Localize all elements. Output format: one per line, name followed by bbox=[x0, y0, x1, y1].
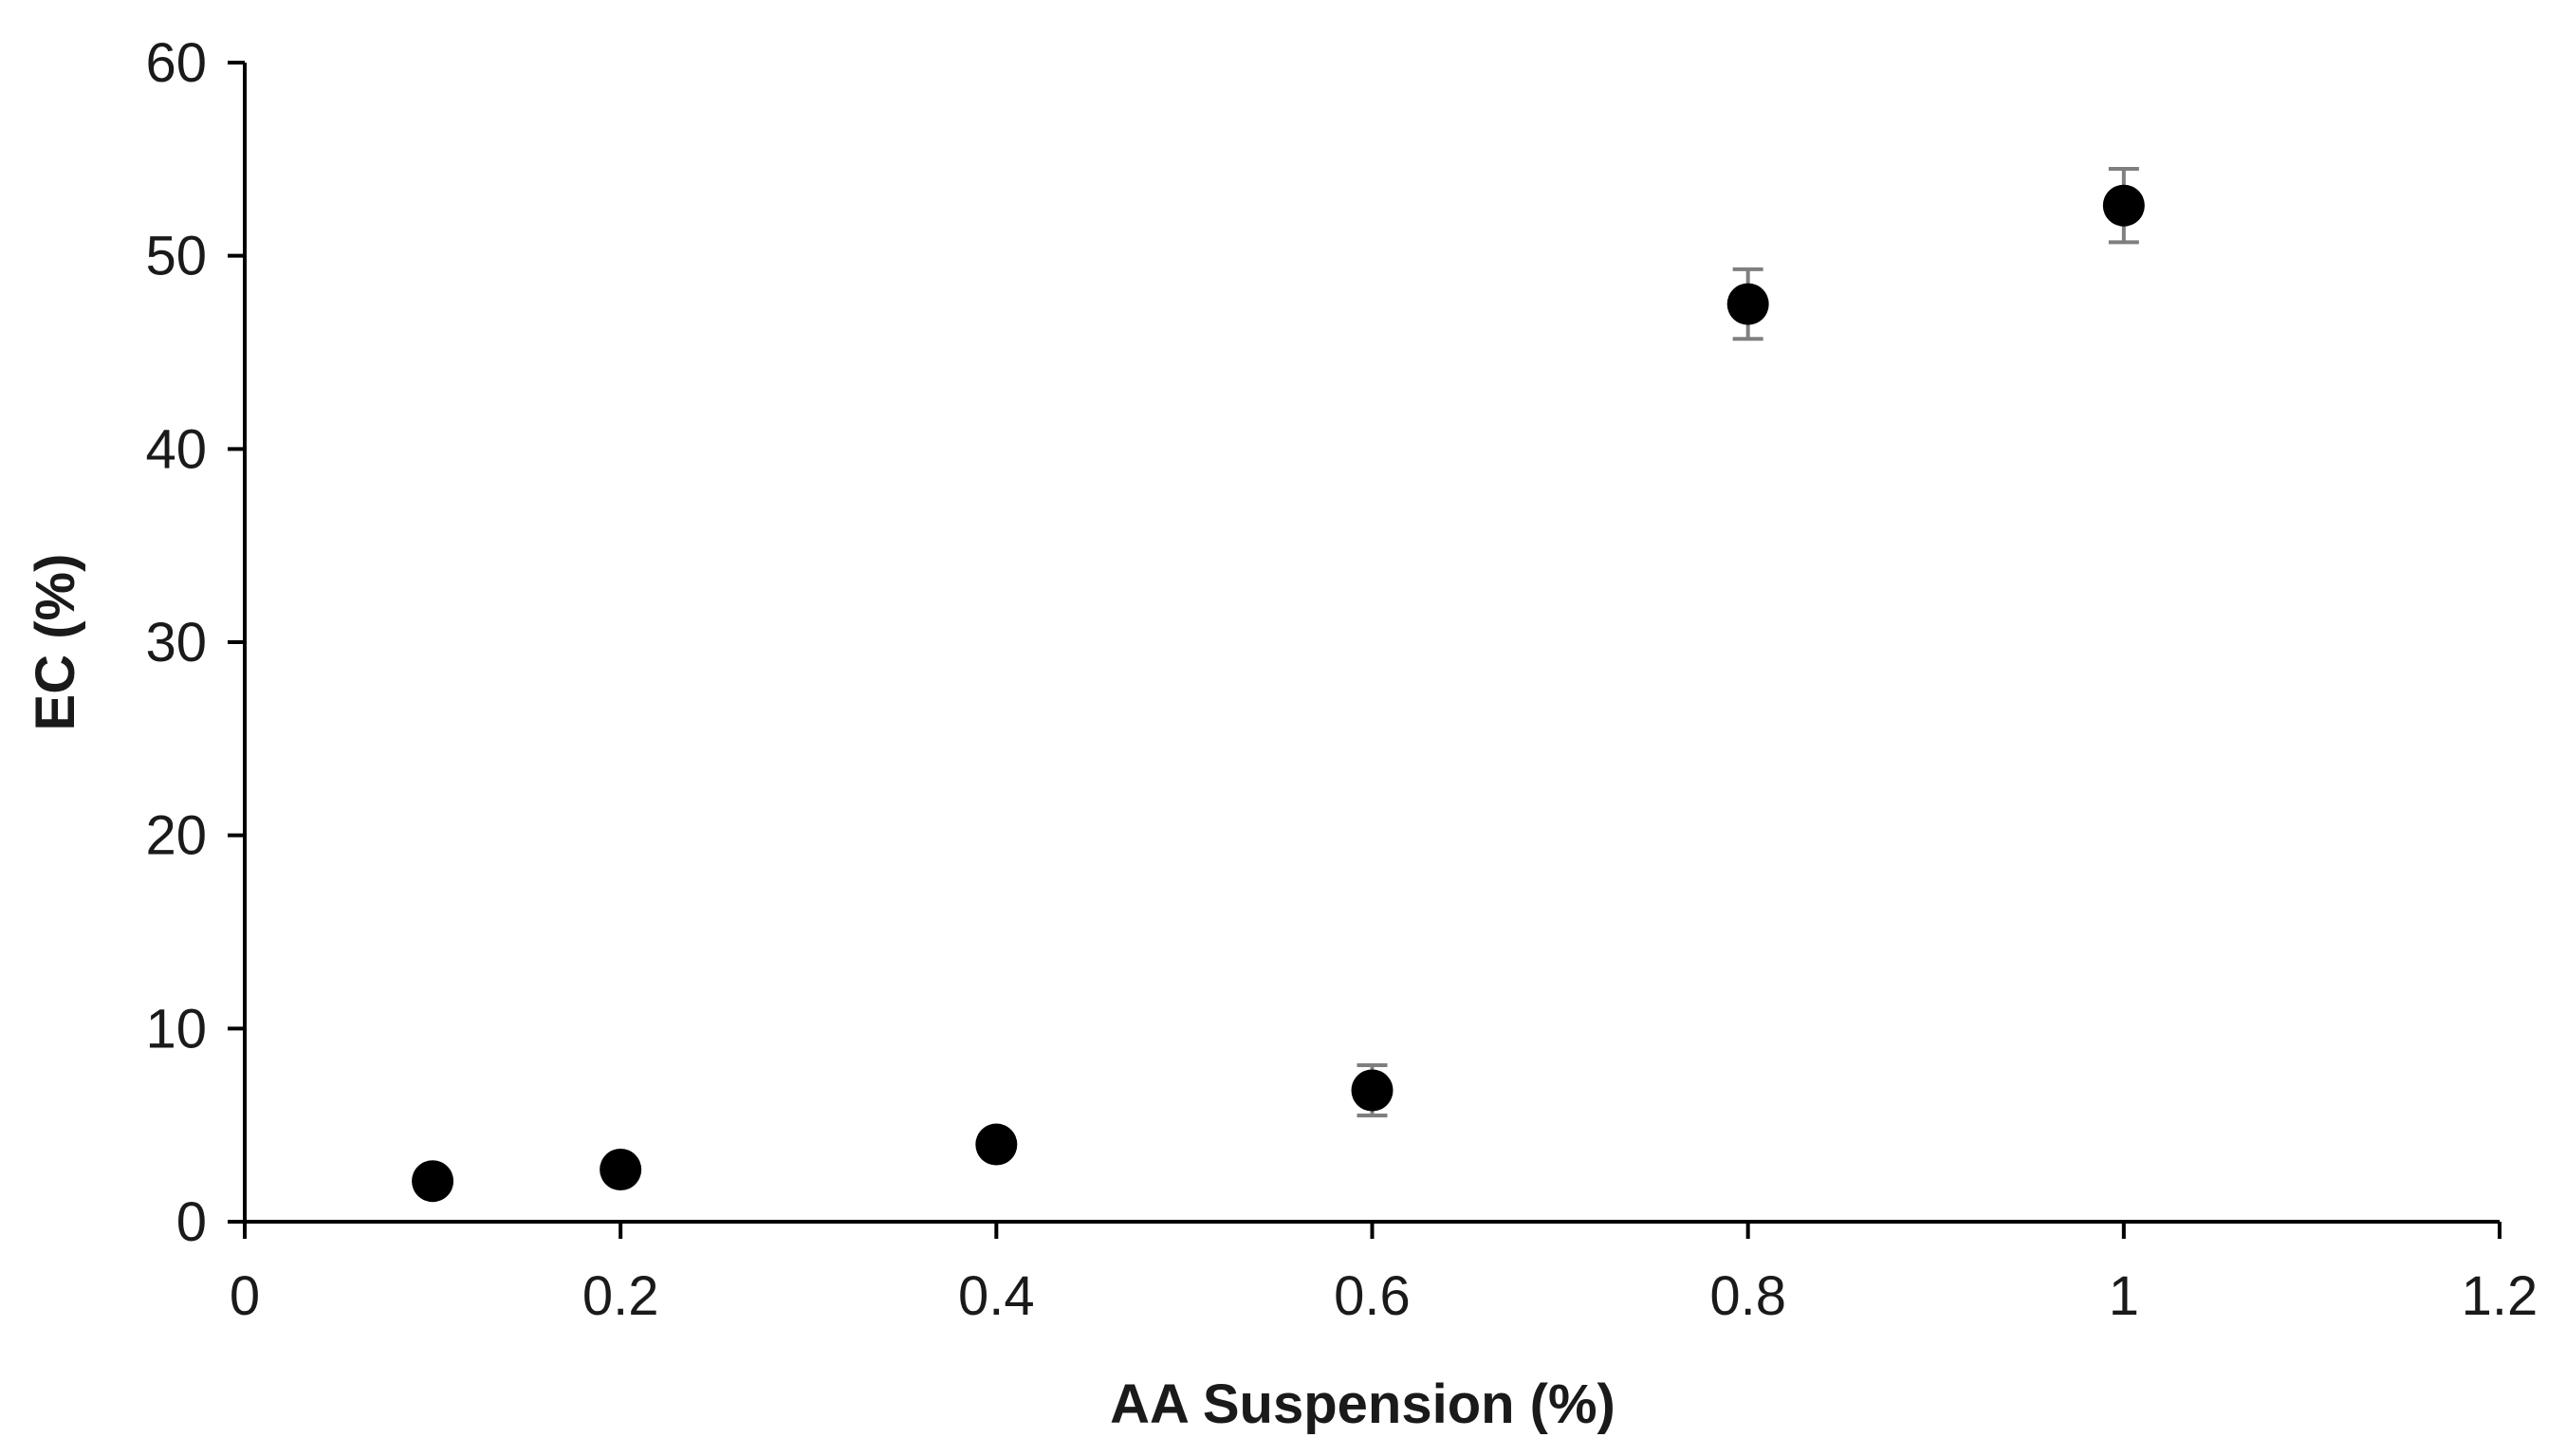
data-point bbox=[975, 1123, 1018, 1166]
data-points bbox=[412, 167, 2145, 1203]
x-tick-label: 0.8 bbox=[1709, 1265, 1786, 1327]
data-point bbox=[1726, 283, 1769, 325]
y-axis-title: EC (%) bbox=[25, 554, 86, 731]
y-tick-label: 50 bbox=[145, 226, 207, 287]
x-tick-label: 0.4 bbox=[958, 1265, 1035, 1327]
y-tick-label: 30 bbox=[145, 612, 207, 673]
data-point bbox=[2102, 184, 2145, 227]
y-tick-label: 10 bbox=[145, 998, 207, 1060]
data-point bbox=[600, 1149, 642, 1191]
data-point bbox=[412, 1160, 454, 1203]
x-tick-label: 1.2 bbox=[2462, 1265, 2538, 1327]
y-tick-label: 60 bbox=[145, 32, 207, 94]
x-tick-label: 0.2 bbox=[582, 1265, 659, 1327]
x-axis-ticks: 0 0.2 0.4 0.6 0.8 1 1.2 bbox=[230, 1222, 2538, 1327]
y-axis-ticks: 0 10 20 30 40 50 60 bbox=[145, 32, 245, 1253]
y-tick-label: 0 bbox=[176, 1191, 207, 1253]
x-tick-label: 1 bbox=[2109, 1265, 2139, 1327]
y-tick-label: 40 bbox=[145, 418, 207, 480]
data-point bbox=[1351, 1069, 1394, 1112]
x-tick-label: 0 bbox=[230, 1265, 260, 1327]
x-tick-label: 0.6 bbox=[1334, 1265, 1411, 1327]
x-axis-title: AA Suspension (%) bbox=[1110, 1373, 1615, 1435]
y-tick-label: 20 bbox=[145, 805, 207, 867]
